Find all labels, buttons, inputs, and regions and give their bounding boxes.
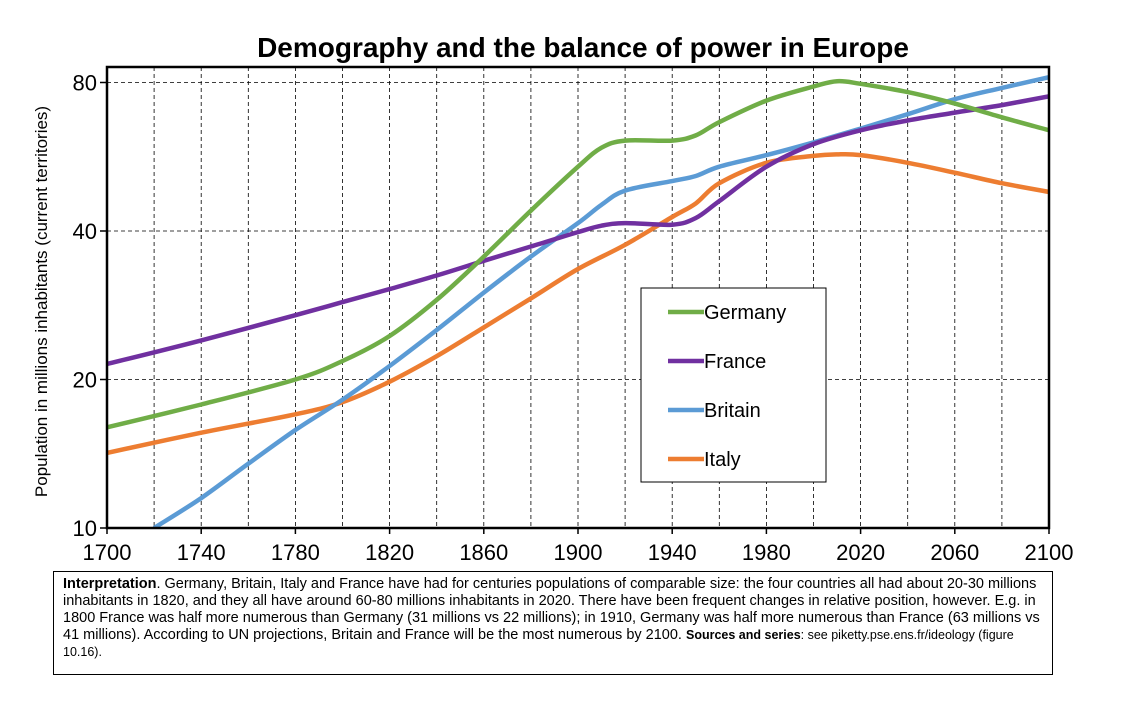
- y-axis-label: Population in millions inhabitants (curr…: [32, 106, 51, 497]
- sources-label: Sources and series: [686, 628, 801, 642]
- x-tick-label: 2060: [930, 540, 979, 565]
- x-tick-label: 1700: [83, 540, 132, 565]
- x-tick-label: 2100: [1025, 540, 1074, 565]
- series-line-italy: [107, 151, 1049, 456]
- legend: Germany France Britain Italy: [640, 287, 827, 483]
- sources-text: : see piketty.pse.ens.fr/ideology (figur…: [63, 628, 1014, 659]
- note-heading: Interpretation: [63, 576, 157, 592]
- y-tick-label: 10: [73, 516, 97, 541]
- chart: Demography and the balance of power in E…: [32, 32, 1074, 565]
- legend-label-britain: Britain: [704, 400, 761, 422]
- x-tick-label: 1740: [177, 540, 226, 565]
- legend-label-france: France: [704, 351, 766, 373]
- legend-label-italy: Italy: [704, 449, 741, 471]
- x-tick-label: 1860: [459, 540, 508, 565]
- x-tick-label: 2020: [836, 540, 885, 565]
- y-tick-label: 20: [73, 367, 97, 392]
- legend-box: [640, 287, 827, 483]
- x-tick-label: 1900: [554, 540, 603, 565]
- series-line-france: [107, 94, 1049, 367]
- x-tick-label: 1980: [742, 540, 791, 565]
- chart-title: Demography and the balance of power in E…: [257, 32, 909, 63]
- x-tick-label: 1940: [648, 540, 697, 565]
- plot-frame: [105, 65, 1051, 530]
- interpretation-note: Interpretation. Germany, Britain, Italy …: [53, 571, 1053, 675]
- series-line-germany: [107, 78, 1049, 430]
- x-tick-label: 1820: [365, 540, 414, 565]
- series-line-britain: [152, 75, 1049, 528]
- y-tick-label: 80: [73, 70, 97, 95]
- legend-label-germany: Germany: [704, 302, 786, 324]
- y-tick-label: 40: [73, 219, 97, 244]
- x-tick-label: 1780: [271, 540, 320, 565]
- note-body: . Germany, Britain, Italy and France hav…: [63, 576, 1040, 643]
